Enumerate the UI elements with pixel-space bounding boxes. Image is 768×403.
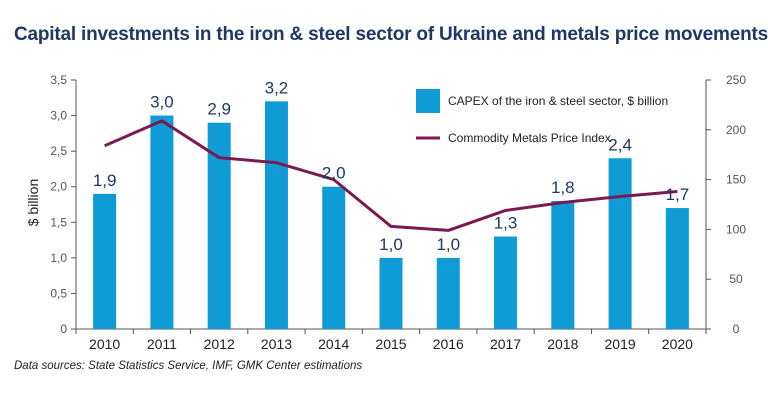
capex-bar xyxy=(93,193,117,329)
x-axis-tick-label: 2012 xyxy=(204,336,235,352)
capex-bar xyxy=(436,257,460,329)
capex-data-label: 3,2 xyxy=(265,78,289,97)
x-axis-tick-label: 2015 xyxy=(375,336,406,352)
capex-data-label: 1,9 xyxy=(93,171,117,190)
x-axis-tick-label: 2016 xyxy=(433,336,464,352)
chart-title: Capital investments in the iron & steel … xyxy=(14,24,768,45)
left-axis-tick-label: 2,5 xyxy=(50,144,67,158)
capex-data-label: 1,3 xyxy=(494,214,518,233)
capex-data-label: 2,9 xyxy=(207,100,231,119)
data-source-note: Data sources: State Statistics Service, … xyxy=(14,360,363,372)
left-axis-tick-label: 0,5 xyxy=(50,286,67,300)
legend-price-index-label: Commodity Metals Price Index xyxy=(448,131,611,145)
capex-data-label: 1,0 xyxy=(379,235,403,254)
right-axis-tick-label: 150 xyxy=(726,173,746,187)
capex-data-label: 2,0 xyxy=(322,164,346,183)
capex-bar xyxy=(494,236,518,329)
x-axis-tick-label: 2018 xyxy=(547,336,578,352)
capex-bar xyxy=(379,257,403,329)
capex-bar xyxy=(665,208,689,329)
right-axis-tick-label: 50 xyxy=(729,272,743,286)
x-axis-tick-label: 2010 xyxy=(89,336,120,352)
x-axis-tick-label: 2017 xyxy=(490,336,521,352)
left-axis-tick-label: 1,5 xyxy=(50,215,67,229)
left-axis-tick-label: 0 xyxy=(60,322,67,336)
left-axis-tick-label: 2,0 xyxy=(50,180,67,194)
capex-data-label: 1,7 xyxy=(666,185,690,204)
capex-data-label: 3,0 xyxy=(150,93,174,112)
capex-data-label: 1,8 xyxy=(551,178,575,197)
y-axis-title: $ billion xyxy=(25,179,41,226)
capex-bar xyxy=(322,186,346,329)
capex-data-label: 2,4 xyxy=(608,135,632,154)
capex-bar xyxy=(150,115,174,329)
x-axis-tick-label: 2013 xyxy=(261,336,292,352)
right-axis-tick-label: 0 xyxy=(733,322,740,336)
x-axis-tick-label: 2020 xyxy=(662,336,693,352)
left-axis-tick-label: 3,5 xyxy=(50,73,67,87)
x-axis-tick-label: 2019 xyxy=(605,336,636,352)
legend-capex-label: CAPEX of the iron & steel sector, $ bill… xyxy=(448,94,668,108)
capex-bar xyxy=(207,122,231,329)
left-axis-tick-label: 1,0 xyxy=(50,251,67,265)
right-axis-tick-label: 100 xyxy=(726,222,746,236)
capex-bar xyxy=(551,200,575,329)
right-axis-tick-label: 200 xyxy=(726,123,746,137)
capex-bar xyxy=(264,101,288,329)
right-axis-tick-label: 250 xyxy=(726,73,746,87)
capex-bar xyxy=(608,158,632,329)
x-axis-tick-label: 2014 xyxy=(318,336,349,352)
capex-data-label: 1,0 xyxy=(436,235,460,254)
left-axis-tick-label: 3,0 xyxy=(50,109,67,123)
x-axis-tick-label: 2011 xyxy=(147,336,177,352)
legend-capex-swatch xyxy=(416,89,440,113)
